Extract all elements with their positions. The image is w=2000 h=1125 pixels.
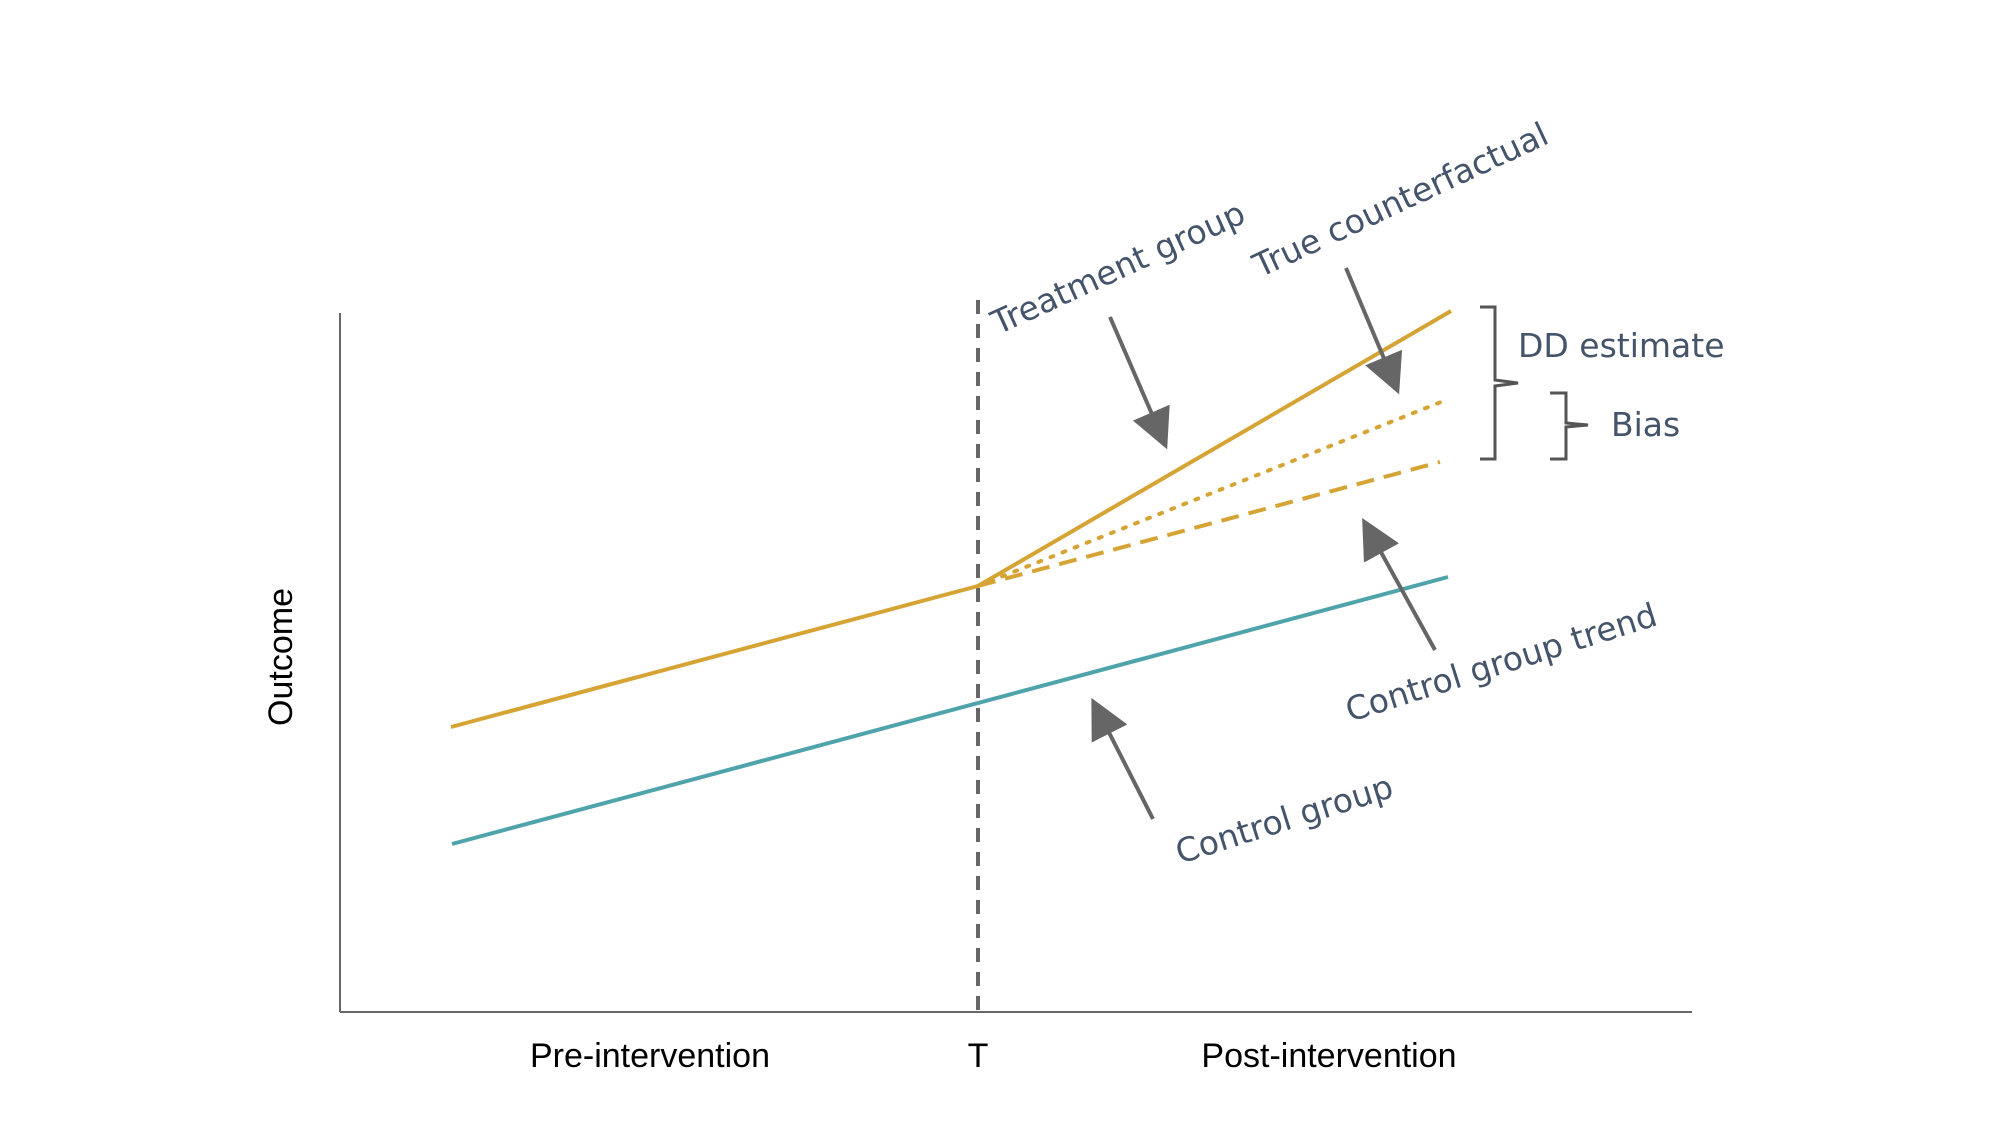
true-counterfactual-line [976,400,1443,588]
true-counterfactual-label: True counterfactual [1246,114,1554,285]
x-tick-post-intervention: Post-intervention [1201,1037,1456,1075]
control-trend-arrow [1362,517,1437,651]
x-tick-t: T [968,1037,989,1075]
control-group-label: Control group [1171,767,1398,872]
y-axis-label: Outcome [262,588,300,726]
control-group-trend-label: Control group trend [1341,595,1662,730]
bias-bracket [1550,391,1589,461]
bias-label: Bias [1611,405,1680,444]
true-counterfactual-arrow [1344,267,1403,395]
treatment-group-arrow [1108,316,1170,450]
x-tick-pre-intervention: Pre-intervention [530,1037,770,1075]
dd-estimate-label: DD estimate [1518,326,1725,365]
treatment-group-label: Treatment group [984,193,1251,343]
treatment-pre-line [450,584,979,729]
control-group-arrow [1091,697,1155,820]
control-trend-line [977,460,1441,588]
dd-estimate-bracket [1480,305,1519,461]
control-group-line [451,575,1449,846]
